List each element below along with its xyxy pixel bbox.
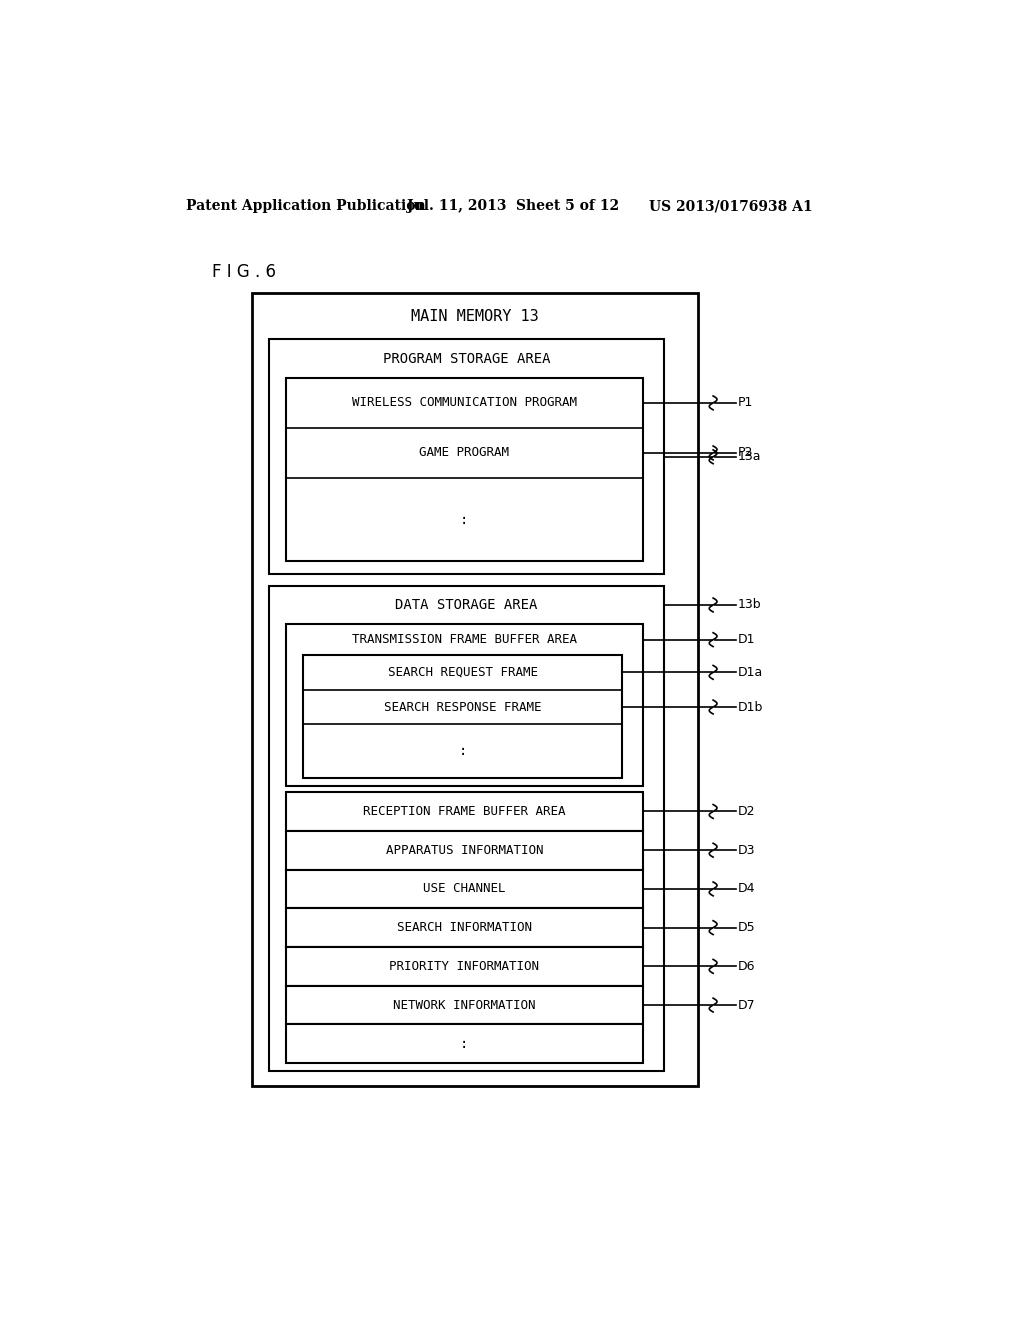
Text: D5: D5 (738, 921, 756, 935)
Text: SEARCH INFORMATION: SEARCH INFORMATION (397, 921, 531, 935)
Text: RECEPTION FRAME BUFFER AREA: RECEPTION FRAME BUFFER AREA (364, 805, 565, 818)
Text: :: : (460, 512, 469, 527)
Text: 13a: 13a (738, 450, 762, 463)
Text: F I G . 6: F I G . 6 (212, 264, 275, 281)
Text: Patent Application Publication: Patent Application Publication (186, 199, 426, 213)
Text: D6: D6 (738, 960, 756, 973)
Text: MAIN MEMORY 13: MAIN MEMORY 13 (411, 309, 539, 323)
Text: D1b: D1b (738, 701, 763, 714)
Text: D2: D2 (738, 805, 756, 818)
Text: D1: D1 (738, 634, 756, 647)
Text: P1: P1 (738, 396, 754, 409)
Text: Jul. 11, 2013: Jul. 11, 2013 (407, 199, 507, 213)
Text: APPARATUS INFORMATION: APPARATUS INFORMATION (386, 843, 543, 857)
Bar (252, 293, 697, 1086)
Text: TRANSMISSION FRAME BUFFER AREA: TRANSMISSION FRAME BUFFER AREA (352, 634, 577, 647)
Text: :: : (460, 1036, 469, 1051)
Text: NETWORK INFORMATION: NETWORK INFORMATION (393, 998, 536, 1011)
Text: GAME PROGRAM: GAME PROGRAM (420, 446, 509, 459)
Bar (269, 339, 665, 574)
Text: PRIORITY INFORMATION: PRIORITY INFORMATION (389, 960, 540, 973)
Bar (269, 586, 665, 1071)
Text: D3: D3 (738, 843, 756, 857)
Text: SEARCH RESPONSE FRAME: SEARCH RESPONSE FRAME (384, 701, 542, 714)
Bar (286, 946, 643, 986)
Text: WIRELESS COMMUNICATION PROGRAM: WIRELESS COMMUNICATION PROGRAM (352, 396, 577, 409)
Text: 13b: 13b (738, 598, 762, 611)
Bar (286, 830, 643, 870)
Text: :: : (459, 744, 467, 758)
Bar (286, 986, 643, 1024)
Text: P2: P2 (738, 446, 754, 459)
Bar (286, 792, 643, 830)
Text: DATA STORAGE AREA: DATA STORAGE AREA (395, 598, 538, 612)
Bar (303, 655, 623, 779)
Text: Sheet 5 of 12: Sheet 5 of 12 (515, 199, 618, 213)
Bar (286, 624, 643, 785)
Text: D4: D4 (738, 882, 756, 895)
Bar (286, 378, 643, 561)
Bar (286, 908, 643, 946)
Text: D1a: D1a (738, 665, 763, 678)
Text: US 2013/0176938 A1: US 2013/0176938 A1 (649, 199, 812, 213)
Bar (286, 1024, 643, 1063)
Text: PROGRAM STORAGE AREA: PROGRAM STORAGE AREA (383, 351, 551, 366)
Text: D7: D7 (738, 998, 756, 1011)
Text: SEARCH REQUEST FRAME: SEARCH REQUEST FRAME (388, 665, 538, 678)
Text: USE CHANNEL: USE CHANNEL (423, 882, 506, 895)
Bar (286, 870, 643, 908)
